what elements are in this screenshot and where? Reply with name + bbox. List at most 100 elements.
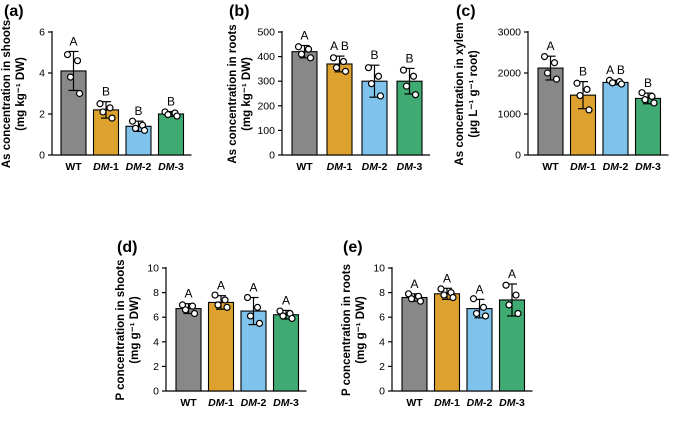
category-label: DM-2 xyxy=(126,161,152,173)
significance-label: A xyxy=(546,39,554,53)
data-point xyxy=(648,92,656,100)
y-tick-label: 0 xyxy=(269,150,275,162)
category-label: WT xyxy=(296,161,313,173)
data-point xyxy=(449,293,457,302)
category-label-suffix: -3 xyxy=(175,161,184,173)
category-label-prefix: DM xyxy=(93,161,110,173)
data-point xyxy=(304,45,313,53)
significance-label: B xyxy=(579,65,587,79)
y-tick-label: 1000 xyxy=(498,109,522,121)
bar xyxy=(537,67,564,156)
data-point xyxy=(437,285,445,293)
bar xyxy=(291,51,318,156)
data-point xyxy=(641,96,649,104)
category-label-suffix: -2 xyxy=(483,397,492,409)
bar xyxy=(602,81,629,156)
significance-label: A xyxy=(249,281,257,295)
data-point xyxy=(106,104,114,112)
category-label: DM-3 xyxy=(158,161,184,173)
category-label: WT xyxy=(542,161,559,173)
bar xyxy=(175,308,202,392)
panel-e: (e) P concentration in roots (mg g⁻¹ DW) 0 2… xyxy=(341,239,533,409)
category-label-prefix: DM xyxy=(362,161,379,173)
bar xyxy=(157,113,185,156)
bar xyxy=(433,293,461,392)
data-point xyxy=(173,112,181,120)
data-point xyxy=(164,111,172,119)
category-label: WT xyxy=(406,397,423,409)
panel-label: (e) xyxy=(343,239,363,256)
data-point xyxy=(514,309,522,318)
data-point xyxy=(585,106,593,114)
data-point xyxy=(131,124,140,132)
significance-label: A xyxy=(300,29,308,43)
category-label: DM-3 xyxy=(635,161,661,173)
category-label: DM-3 xyxy=(499,397,525,409)
significance-label: B xyxy=(370,48,378,62)
category-label-prefix: DM xyxy=(327,161,344,173)
significance-label: A xyxy=(410,277,418,291)
data-point xyxy=(411,91,420,99)
category-label: DM-2 xyxy=(603,161,629,173)
y-tick-label: 2 xyxy=(379,361,385,373)
y-axis-label: P concentration in roots (mg g⁻¹ DW) xyxy=(341,264,367,396)
y-tick-label: 500 xyxy=(257,27,275,39)
significance-label: B xyxy=(134,104,142,118)
panel-label: (c) xyxy=(456,3,476,20)
data-point xyxy=(306,54,315,62)
data-point xyxy=(211,291,219,299)
y-tick-label: 4 xyxy=(379,336,385,348)
data-point xyxy=(329,54,338,62)
significance-label: A xyxy=(217,279,225,293)
y-tick-label: 0 xyxy=(39,150,45,162)
panel-label: (d) xyxy=(117,239,137,256)
category-label-prefix: DM xyxy=(397,161,414,173)
y-axis-label-line: (mg g⁻¹ DW) xyxy=(355,296,367,364)
data-point xyxy=(617,80,626,88)
category-label-suffix: -1 xyxy=(587,161,596,173)
data-point xyxy=(108,114,116,122)
category-label-suffix: -1 xyxy=(343,161,352,173)
data-point xyxy=(339,57,348,66)
bar xyxy=(326,63,353,156)
category-label-prefix: DM xyxy=(467,397,484,409)
y-tick-label: 6 xyxy=(39,27,45,39)
y-tick-label: 4 xyxy=(153,336,159,348)
data-point xyxy=(472,309,481,318)
y-tick-label: 0 xyxy=(153,386,159,398)
y-axis-label: As concentration in roots (mg kg⁻¹ DW) xyxy=(227,24,253,163)
category-label: DM-2 xyxy=(241,397,267,409)
significance-label: A xyxy=(69,34,77,48)
bar xyxy=(466,308,493,392)
data-point xyxy=(576,91,584,100)
data-point xyxy=(297,50,306,58)
data-point xyxy=(552,75,561,83)
category-label-suffix: -1 xyxy=(110,161,119,173)
data-point xyxy=(181,306,190,314)
y-tick-label: 6 xyxy=(153,312,159,324)
data-point xyxy=(367,80,376,88)
panel-d: (d) P concentration in shoots (mg g⁻¹ DW) 0… xyxy=(115,239,307,409)
data-point xyxy=(638,89,646,97)
y-tick-label: 200 xyxy=(257,100,275,112)
panel-c: (c) As concentration in xylem (μg L⁻¹ g⁻¹ … xyxy=(454,3,669,173)
y-tick-label: 0 xyxy=(379,386,385,398)
y-axis-label-line: (mg kg⁻¹ DW) xyxy=(241,57,253,131)
data-point xyxy=(364,64,373,72)
category-label-suffix: -1 xyxy=(451,397,460,409)
y-tick-label: 2 xyxy=(153,361,159,373)
data-point xyxy=(469,295,478,303)
data-point xyxy=(99,108,107,116)
category-label-suffix: -3 xyxy=(413,161,422,173)
category-label: DM-1 xyxy=(208,397,234,409)
panel-label: (b) xyxy=(229,3,249,20)
category-label-prefix: DM xyxy=(635,161,652,173)
category-label-prefix: DM xyxy=(208,397,225,409)
category-label: DM-2 xyxy=(362,161,388,173)
data-point xyxy=(63,50,72,59)
data-point xyxy=(288,314,296,323)
category-label-suffix: -3 xyxy=(516,397,525,409)
category-label-suffix: -1 xyxy=(225,397,234,409)
significance-label: B xyxy=(405,51,413,65)
